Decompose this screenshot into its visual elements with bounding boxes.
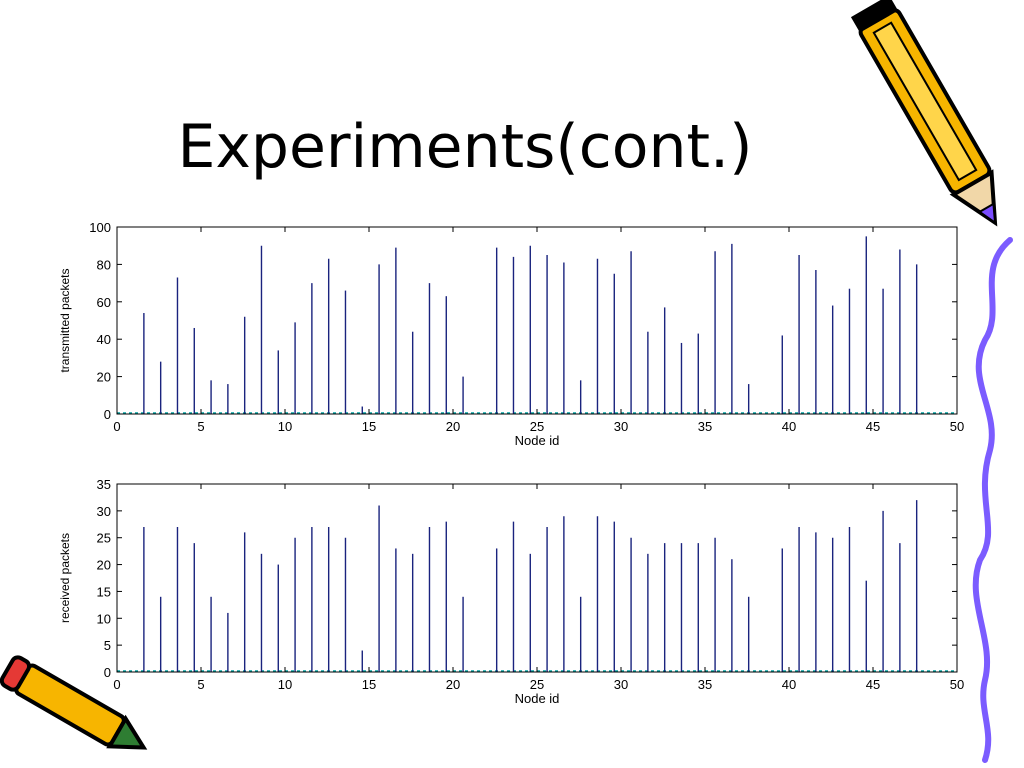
x-tick-label: 20	[446, 677, 460, 692]
x-tick-label: 15	[362, 677, 376, 692]
y-tick-label: 60	[97, 295, 111, 310]
x-tick-label: 10	[278, 677, 292, 692]
x-tick-label: 20	[446, 419, 460, 434]
plot-frame	[116, 226, 958, 415]
x-tick-label: 15	[362, 419, 376, 434]
x-tick-label: 0	[113, 419, 120, 434]
pencil-icon	[0, 655, 148, 750]
y-axis-label: received packets	[58, 533, 72, 623]
y-tick-label: 20	[97, 370, 111, 385]
x-tick-label: 35	[698, 677, 712, 692]
y-tick-label: 0	[104, 407, 111, 422]
x-tick-label: 5	[197, 419, 204, 434]
x-tick-label: 30	[614, 419, 628, 434]
x-tick-label: 50	[950, 677, 964, 692]
purple-squiggle-line	[972, 237, 1013, 763]
x-tick-label: 5	[197, 677, 204, 692]
slide-title: Experiments(cont.)	[177, 112, 753, 182]
y-tick-label: 40	[97, 332, 111, 347]
y-tick-label: 30	[97, 504, 111, 519]
received-packets-chart: 0 5 10 15 20 25 30 35 40 45 50 0 5 10 15 20 25 30 35 Node i…	[58, 477, 964, 706]
y-tick-label: 35	[97, 477, 111, 492]
x-tick-label: 25	[530, 419, 544, 434]
x-tick-label: 45	[866, 677, 880, 692]
y-axis-label: transmitted packets	[58, 268, 72, 372]
y-tick-label: 80	[97, 257, 111, 272]
x-tick-label: 30	[614, 677, 628, 692]
y-tick-label: 5	[104, 638, 111, 653]
x-tick-label: 40	[782, 419, 796, 434]
y-tick-label: 20	[97, 558, 111, 573]
y-tick-label: 100	[89, 220, 111, 235]
x-tick-label: 40	[782, 677, 796, 692]
y-tick-label: 15	[97, 584, 111, 599]
x-axis-label: Node id	[515, 433, 560, 448]
x-tick-label: 45	[866, 419, 880, 434]
x-tick-label: 25	[530, 677, 544, 692]
plot-frame	[116, 483, 958, 673]
x-tick-label: 0	[113, 677, 120, 692]
x-tick-label: 50	[950, 419, 964, 434]
x-axis-label: Node id	[515, 691, 560, 706]
y-tick-label: 10	[97, 611, 111, 626]
y-tick-label: 25	[97, 531, 111, 546]
y-tick-label: 0	[104, 665, 111, 680]
x-tick-label: 35	[698, 419, 712, 434]
x-tick-label: 10	[278, 419, 292, 434]
transmitted-packets-chart: 0 5 10 15 20 25 30 35 40 45 50 0 20 40 60 80 100 Node id t…	[58, 220, 964, 448]
pencil-icon	[850, 0, 998, 227]
